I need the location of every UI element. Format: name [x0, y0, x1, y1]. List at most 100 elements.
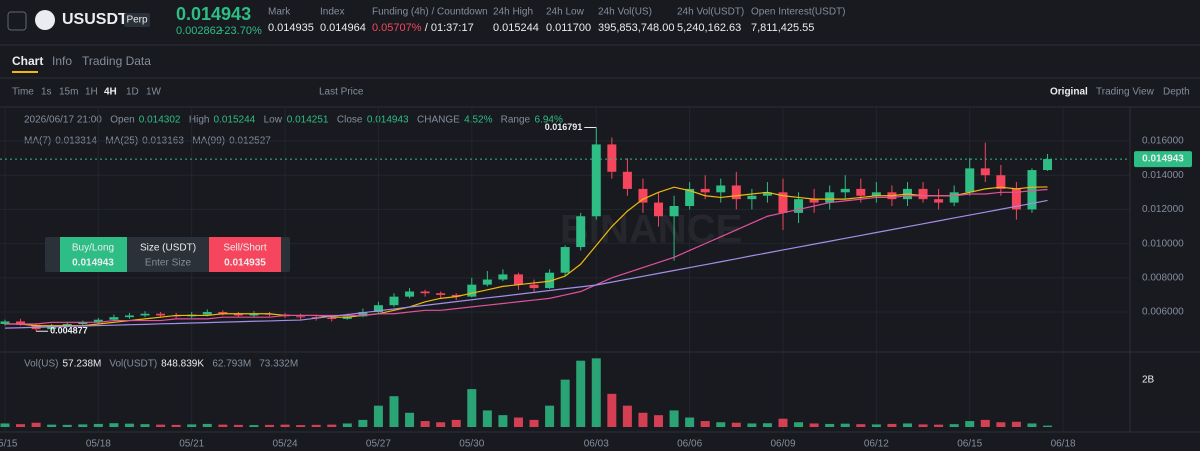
view-tab[interactable]: Trading View [1096, 87, 1155, 98]
volume-bar [980, 419, 990, 427]
coin-logo [35, 10, 55, 30]
candle-body [529, 284, 539, 289]
candle-body [373, 305, 383, 313]
volume-bar [373, 405, 383, 427]
y-tick-label: 0.010000 [1142, 238, 1184, 249]
price-change: 0.002862 [176, 25, 222, 37]
candle-body [762, 192, 772, 196]
candle-body [296, 316, 306, 318]
last-price: 0.014943 [176, 4, 251, 24]
interval[interactable]: 1W [146, 87, 162, 98]
candle-body [78, 322, 88, 325]
sell-price[interactable]: 0.014935 [224, 258, 266, 269]
interval[interactable]: Time [12, 87, 34, 98]
volume-tick-label: 2B [1142, 374, 1155, 385]
volume-bar [1027, 423, 1037, 427]
candle-body [965, 168, 975, 193]
volume-bar [700, 421, 710, 427]
ma-line [4, 188, 1048, 325]
stat-value: 0.011700 [546, 22, 591, 34]
candle-body [93, 319, 103, 323]
y-tick-label: 0.006000 [1142, 307, 1184, 318]
buy-button[interactable] [60, 237, 127, 272]
size-label: Size (USDT) [140, 243, 196, 254]
volume-bar [1011, 421, 1021, 427]
volume-bar [560, 379, 570, 427]
price-change-pct: +23.70% [218, 25, 262, 37]
interval[interactable]: 1H [85, 87, 98, 98]
candle-body [16, 321, 26, 325]
badge-bg [124, 13, 150, 27]
stat-label: 24h Low [546, 7, 585, 18]
tab[interactable]: Chart [12, 54, 43, 68]
stat-value: 0.014964 [320, 22, 366, 34]
volume-bar [265, 424, 275, 427]
price-type[interactable]: Last Price [319, 87, 364, 98]
stat-value: 395,853,748.00 [598, 22, 674, 34]
volume-bar [78, 424, 88, 427]
volume-bar [654, 415, 664, 427]
candle-body [62, 324, 72, 326]
buy-label[interactable]: Buy/Long [72, 243, 114, 254]
legend-date: 2026/06/17 21:00 [24, 115, 102, 126]
candle-body [156, 313, 166, 316]
volume-legend-label: Vol(US) [24, 359, 58, 370]
stat-label: Funding (4h) / Countdown [372, 7, 488, 18]
volume-bar [887, 423, 897, 427]
candle-body [731, 185, 741, 200]
candle-body [140, 313, 150, 316]
stat-label: Mark [268, 7, 291, 18]
interval[interactable]: 1D [126, 87, 139, 98]
candle-body [669, 205, 679, 217]
stat-value: 0.05707% [372, 22, 422, 34]
volume-bar [233, 424, 243, 427]
interval[interactable]: 15m [59, 87, 78, 98]
candle-body [545, 272, 555, 289]
volume-bar [809, 423, 819, 427]
candle-body [0, 321, 10, 325]
y-tick-label: 0.008000 [1142, 272, 1184, 283]
ma-line [4, 186, 1048, 327]
volume-legend-value: 62.793M [212, 359, 251, 370]
candle-body [327, 318, 337, 320]
candle-body [576, 216, 586, 248]
candle-body [467, 284, 477, 297]
interval[interactable]: 1s [41, 87, 52, 98]
volume-bar [218, 424, 228, 427]
candle-body [451, 294, 461, 297]
legend-value: 0.014302 [139, 115, 181, 126]
favorite-button[interactable] [7, 11, 27, 31]
candle-body [405, 291, 415, 297]
candle-body [809, 199, 819, 203]
view-tab[interactable]: Depth [1163, 87, 1190, 98]
sell-button[interactable] [209, 237, 281, 272]
min-label: 0.004877 [50, 326, 88, 336]
candle-body [218, 312, 228, 314]
volume-bar [825, 423, 835, 427]
tab[interactable]: Trading Data [82, 54, 151, 68]
volume-bar [685, 417, 695, 427]
volume-bar [934, 424, 944, 427]
buy-price[interactable]: 0.014943 [72, 258, 114, 269]
symbol[interactable]: USUSDT [62, 11, 128, 28]
candle-body [685, 188, 695, 206]
tab[interactable]: Info [52, 54, 72, 68]
legend-label: High [189, 115, 210, 126]
volume-bar [949, 424, 959, 427]
sell-label[interactable]: Sell/Short [223, 243, 267, 254]
candle-body [934, 199, 944, 203]
view-tab[interactable]: Original [1050, 87, 1088, 98]
volume-bar [451, 419, 461, 427]
candle-body [918, 188, 928, 200]
candle-body [840, 188, 850, 193]
volume-bar [109, 423, 119, 427]
volume-bar [778, 418, 788, 427]
volume-bar [965, 421, 975, 427]
volume-bar [856, 424, 866, 427]
size-input[interactable]: Enter Size [145, 258, 192, 269]
stat-value: 7,811,425.55 [751, 22, 814, 34]
volume-bar [731, 422, 741, 427]
stat-value: 0.014935 [268, 22, 314, 34]
x-tick-label: 05/15 [0, 439, 18, 450]
interval[interactable]: 4H [104, 87, 117, 98]
